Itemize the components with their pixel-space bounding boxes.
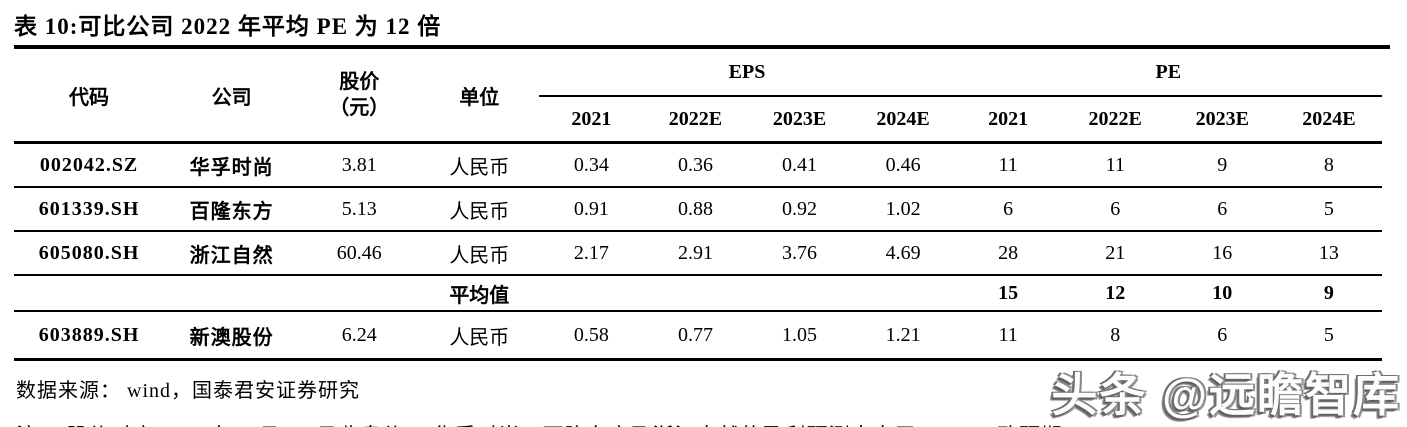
cell-pe-2022e: 6 [1061,187,1169,232]
cell-avg-pe-2024e: 9 [1275,275,1382,312]
cell-unit: 人民币 [419,311,540,361]
col-header-company: 公司 [164,49,300,144]
cell-pe-2023e: 9 [1168,142,1276,188]
cell-empty [851,275,955,312]
cell-avg-pe-2022e: 12 [1061,275,1169,312]
cell-code: 002042.SZ [14,142,165,188]
note-text: 注： 股价对应 2022 年 6 月 24 日收盘价， 华孚时尚、百隆东方及浙江… [16,420,1407,427]
cell-pe-2021: 6 [954,187,1062,232]
eps-year-2023e: 2023E [747,96,852,144]
col-header-code: 代码 [14,49,165,144]
cell-pe-2023e: 6 [1168,311,1276,361]
cell-eps-2022e: 0.77 [643,311,748,361]
cell-eps-2023e: 1.05 [747,311,852,361]
eps-year-2022e: 2022E [643,96,748,144]
cell-eps-2024e: 0.46 [851,142,955,188]
cell-pe-2024e: 5 [1275,187,1382,232]
cell-pe-2022e: 11 [1061,142,1169,188]
cell-avg-pe-2021: 15 [954,275,1062,312]
cell-eps-2023e: 0.92 [747,187,852,232]
cell-company: 新澳股份 [164,311,300,361]
col-header-unit: 单位 [419,49,540,144]
cell-eps-2021: 0.91 [539,187,644,232]
cell-pe-2021: 11 [954,142,1062,188]
watermark-text: 头条 @远瞻智库 [1051,369,1401,421]
cell-pe-2022e: 21 [1061,231,1169,276]
cell-eps-2024e: 1.02 [851,187,955,232]
cell-empty [164,275,300,312]
pe-year-2021: 2021 [954,96,1062,144]
cell-unit: 人民币 [419,142,540,188]
table-row-huafu: 002042.SZ 华孚时尚 3.81 人民币 0.34 0.36 0.41 0… [14,142,1382,188]
cell-eps-2021: 0.58 [539,311,644,361]
cell-pe-2023e: 16 [1168,231,1276,276]
cell-pe-2021: 28 [954,231,1062,276]
table-row-zhejiang: 605080.SH 浙江自然 60.46 人民币 2.17 2.91 3.76 … [14,231,1382,276]
cell-price: 5.13 [299,187,420,232]
cell-empty [299,275,420,312]
cell-company: 浙江自然 [164,231,300,276]
cell-empty [747,275,852,312]
cell-eps-2022e: 0.88 [643,187,748,232]
pe-year-2023e: 2023E [1168,96,1276,144]
table-title: 表 10:可比公司 2022 年平均 PE 为 12 倍 [14,7,1390,49]
cell-code: 603889.SH [14,311,165,361]
price-header-line2: （元） [329,97,390,119]
cell-pe-2024e: 13 [1275,231,1382,276]
cell-code: 601339.SH [14,187,165,232]
cell-eps-2024e: 1.21 [851,311,955,361]
col-header-price: 股价 （元） [299,49,420,144]
cell-empty [643,275,748,312]
average-label: 平均值 [419,275,540,312]
cell-company: 华孚时尚 [164,142,300,188]
table-row-average: 平均值 15 12 10 9 [14,275,1382,312]
eps-year-2024e: 2024E [851,96,955,144]
cell-price: 3.81 [299,142,420,188]
data-source-text: 数据来源： wind，国泰君安证券研究 [16,380,360,402]
cell-eps-2021: 2.17 [539,231,644,276]
cell-empty [14,275,165,312]
cell-eps-2022e: 0.36 [643,142,748,188]
cell-empty [539,275,644,312]
table-row-bailong: 601339.SH 百隆东方 5.13 人民币 0.91 0.88 0.92 1… [14,187,1382,232]
cell-company: 百隆东方 [164,187,300,232]
cell-code: 605080.SH [14,231,165,276]
cell-pe-2023e: 6 [1168,187,1276,232]
col-group-pe: PE [954,49,1382,97]
header-group-row: 代码 公司 股价 （元） 单位 EPS PE [14,49,1382,144]
cell-eps-2023e: 0.41 [747,142,852,188]
cell-pe-2024e: 5 [1275,311,1382,361]
eps-year-2021: 2021 [539,96,644,144]
cell-price: 60.46 [299,231,420,276]
table-row-xinao: 603889.SH 新澳股份 6.24 人民币 0.58 0.77 1.05 1… [14,311,1382,361]
cell-eps-2023e: 3.76 [747,231,852,276]
cell-pe-2021: 11 [954,311,1062,361]
col-group-eps: EPS [539,49,955,97]
cell-eps-2021: 0.34 [539,142,644,188]
comparable-companies-table: 代码 公司 股价 （元） 单位 EPS PE 2021 2022E 2023E … [14,49,1382,361]
pe-year-2024e: 2024E [1275,96,1382,144]
cell-pe-2022e: 8 [1061,311,1169,361]
cell-unit: 人民币 [419,187,540,232]
cell-price: 6.24 [299,311,420,361]
price-header-line1: 股价 [339,71,380,93]
cell-avg-pe-2023e: 10 [1168,275,1276,312]
cell-eps-2024e: 4.69 [851,231,955,276]
header-years-row: 2021 2022E 2023E 2024E 2021 2022E 2023E … [14,96,1382,144]
pe-year-2022e: 2022E [1061,96,1169,144]
cell-unit: 人民币 [419,231,540,276]
cell-eps-2022e: 2.91 [643,231,748,276]
cell-pe-2024e: 8 [1275,142,1382,188]
